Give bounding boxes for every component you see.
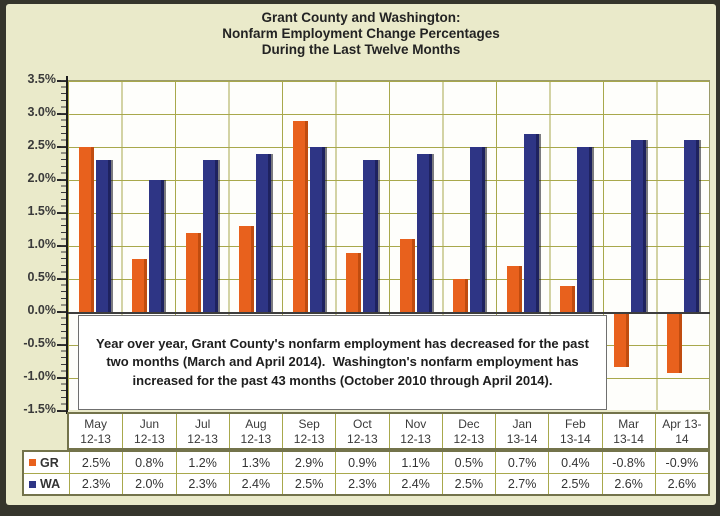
month-header-cell: Jun 12-13	[122, 414, 175, 448]
y-tick-label: 0.5%	[27, 270, 57, 284]
month-header-cell: Aug 12-13	[228, 414, 282, 448]
bar-wa-feb-13-14	[577, 147, 593, 312]
table-value-cell: 1.2%	[175, 452, 229, 473]
month-header-cell: Mar 13-14	[601, 414, 655, 448]
zero-baseline	[68, 312, 710, 314]
month-header-cell: Feb 13-14	[548, 414, 601, 448]
gr-legend-swatch-icon	[29, 459, 36, 466]
month-header-cell: Jan 13-14	[495, 414, 548, 448]
bar-gr-mar-13-14	[613, 314, 629, 367]
month-header-cell: Oct 12-13	[335, 414, 388, 448]
table-value-cell: 2.5%	[548, 473, 602, 494]
y-tick-label: -1.5%	[23, 402, 56, 416]
table-value-cell: 2.4%	[388, 473, 442, 494]
month-header-cell: Sep 12-13	[282, 414, 335, 448]
month-header-cell: Nov 12-13	[388, 414, 442, 448]
y-tick-label: 2.5%	[27, 138, 57, 152]
bar-wa-sep-12-13	[309, 147, 325, 312]
table-value-cell: 2.3%	[175, 473, 229, 494]
table-value-cell: 0.8%	[122, 452, 175, 473]
table-value-cell: 2.7%	[495, 473, 549, 494]
chart-canvas: Grant County and Washington: Nonfarm Emp…	[6, 4, 716, 505]
table-value-cell: 0.7%	[495, 452, 548, 473]
bar-gr-dec-12-13	[453, 279, 469, 312]
table-value-cell: 2.3%	[335, 473, 389, 494]
table-value-cell: 2.3%	[69, 473, 123, 494]
bar-wa-nov-12-13	[416, 154, 432, 312]
table-value-cell: 2.6%	[654, 473, 708, 494]
chart-title: Grant County and Washington: Nonfarm Emp…	[6, 10, 716, 58]
y-tick-label: -0.5%	[23, 336, 56, 350]
table-header-row: May 12-13 Jun 12-13 Jul 12-13 Aug 12-13 Sep …	[67, 412, 710, 450]
bar-wa-oct-12-13	[363, 160, 379, 312]
legend-label: GR	[40, 455, 59, 470]
table-value-cell: 0.5%	[441, 452, 495, 473]
table-value-cell: -0.8%	[601, 452, 655, 473]
annotation-text: Year over year, Grant County's nonfarm e…	[96, 335, 593, 388]
bar-gr-sep-12-13	[292, 121, 308, 312]
wa-legend-swatch-icon	[29, 480, 36, 488]
bar-gr-jan-13-14	[506, 266, 522, 312]
bar-gr-jul-12-13	[185, 233, 201, 312]
bar-wa-apr-13-14	[684, 140, 700, 312]
bar-gr-apr-13-14	[667, 314, 683, 373]
plot-area	[68, 80, 710, 410]
table-value-cell: 2.4%	[228, 473, 282, 494]
annotation-box: Year over year, Grant County's nonfarm e…	[78, 315, 607, 410]
y-tick-label: 1.5%	[27, 204, 57, 218]
month-header-cell: May 12-13	[80, 417, 111, 446]
table-value-cell: 2.6%	[601, 473, 655, 494]
y-axis-labels: 3.5% 3.0% 2.5% 2.0% 1.5% 1.0% 0.5% 0.0% -0.5% -1.…	[12, 72, 57, 416]
table-value-cell: 2.5%	[282, 473, 336, 494]
bar-gr-feb-13-14	[560, 286, 576, 312]
month-header-cell: Jul 12-13	[175, 414, 229, 448]
bar-gr-may-12-13	[78, 147, 94, 312]
y-axis-minor-ticks	[61, 80, 66, 411]
bar-wa-jul-12-13	[202, 160, 218, 312]
table-value-cell: 1.3%	[228, 452, 282, 473]
legend-cell-gr: GR	[24, 452, 69, 473]
bar-wa-may-12-13	[95, 160, 111, 312]
bar-wa-mar-13-14	[630, 140, 646, 312]
bar-gr-nov-12-13	[399, 239, 415, 312]
chart-title-line-3: During the Last Twelve Months	[261, 42, 461, 57]
y-tick-label: 0.0%	[27, 303, 57, 317]
chart-title-line-2: Nonfarm Employment Change Percentages	[222, 26, 500, 41]
bar-wa-jan-13-14	[523, 134, 539, 312]
table-body: GR 2.5% 0.8% 1.2% 1.3% 2.9% 0.9% 1.1% 0.5% 0.7% 0.…	[22, 450, 710, 496]
bar-gr-aug-12-13	[239, 226, 255, 312]
month-header-cell: Dec 12-13	[441, 414, 495, 448]
bar-wa-aug-12-13	[256, 154, 272, 312]
table-value-cell: 2.5%	[441, 473, 495, 494]
bar-wa-jun-12-13	[149, 180, 165, 312]
table-value-cell: 2.5%	[69, 452, 122, 473]
y-tick-label: 2.0%	[27, 171, 57, 185]
bar-gr-oct-12-13	[346, 253, 362, 312]
table-value-cell: 1.1%	[388, 452, 442, 473]
y-axis-line	[66, 76, 68, 414]
y-tick-label: -1.0%	[23, 369, 56, 383]
table-value-cell: 2.9%	[282, 452, 335, 473]
bar-gr-jun-12-13	[132, 259, 148, 312]
y-tick-label: 3.5%	[27, 72, 57, 86]
table-value-cell: -0.9%	[654, 452, 708, 473]
legend-label: WA	[40, 477, 61, 491]
table-value-cell: 0.4%	[548, 452, 601, 473]
bar-wa-dec-12-13	[470, 147, 486, 312]
table-value-cell: 0.9%	[335, 452, 388, 473]
chart-title-line-1: Grant County and Washington:	[261, 10, 461, 25]
month-header-cell: Apr 13- 14	[654, 414, 708, 448]
table-value-cell: 2.0%	[122, 473, 176, 494]
y-tick-label: 1.0%	[27, 237, 57, 251]
legend-cell-wa: WA	[24, 473, 69, 494]
y-tick-label: 3.0%	[27, 105, 57, 119]
